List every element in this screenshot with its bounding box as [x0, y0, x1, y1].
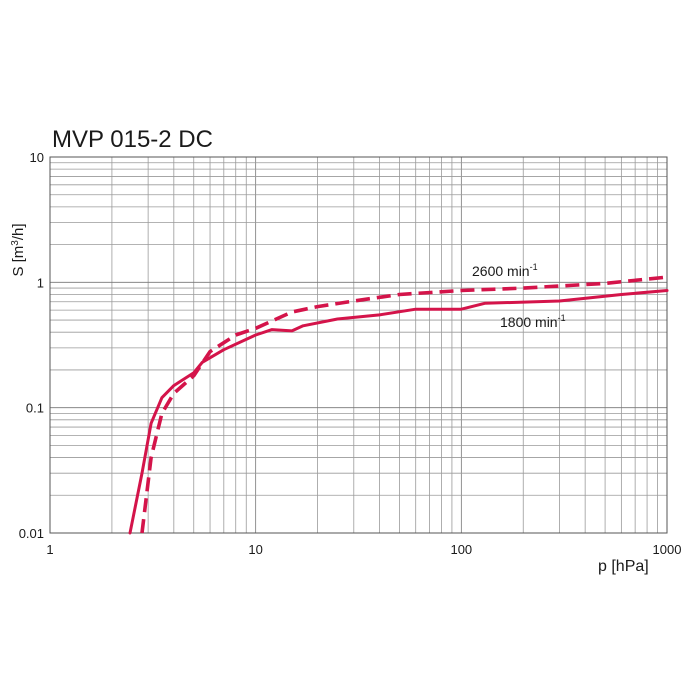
grid-lines [50, 157, 667, 533]
x-tick-label: 100 [450, 542, 472, 557]
x-tick-label: 1000 [653, 542, 682, 557]
y-axis-label: S [m3/h] [10, 223, 27, 276]
chart-title: MVP 015-2 DC [52, 126, 213, 153]
series-line-2600 [140, 275, 668, 534]
x-axis-label: p [hPa] [598, 558, 649, 575]
y-tick-label: 0.1 [26, 401, 44, 416]
plot-frame [49, 156, 668, 534]
series-label-2600-sup: -1 [530, 262, 538, 272]
series-label-1800-main: 1800 min [500, 314, 558, 330]
y-axis-label-main: S [m [10, 246, 27, 277]
y-axis-label-sup: 3 [10, 240, 21, 246]
y-tick-label: 10 [30, 150, 44, 165]
series-label-2600-main: 2600 min [472, 263, 530, 279]
y-tick-label: 0.01 [19, 526, 44, 541]
series-group [128, 275, 669, 535]
x-tick-label: 1 [46, 542, 53, 557]
tick-labels: 1 10 100 1000 0.01 0.1 1 10 [19, 150, 682, 557]
y-axis-label-tail: /h] [10, 223, 27, 240]
series-label-2600: 2600 min-1 [472, 262, 538, 279]
x-tick-label: 10 [248, 542, 262, 557]
series-label-1800: 1800 min-1 [500, 313, 566, 330]
series-label-1800-sup: -1 [558, 313, 566, 323]
y-tick-label: 1 [37, 275, 44, 290]
series-line-1800 [128, 289, 669, 535]
